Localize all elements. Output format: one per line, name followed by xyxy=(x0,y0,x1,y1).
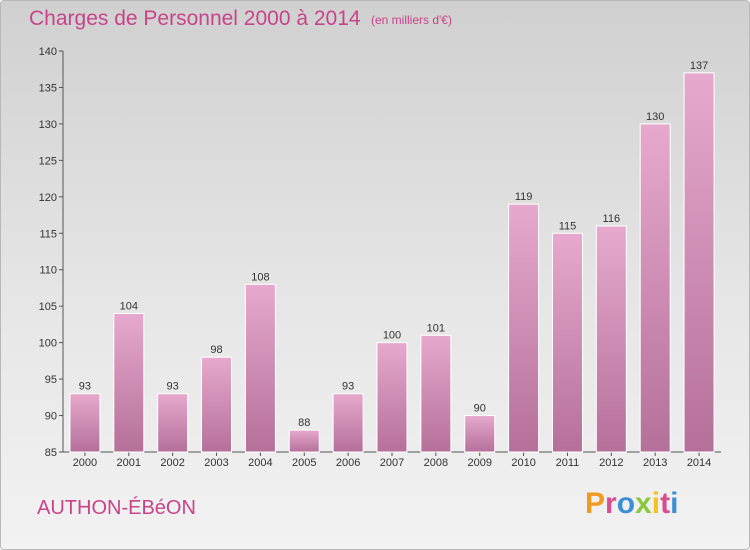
x-tick-label: 2004 xyxy=(248,457,272,469)
x-tick-label: 2003 xyxy=(204,457,228,469)
y-tick-label: 100 xyxy=(39,338,57,350)
proxiti-logo[interactable]: Proxiti xyxy=(585,487,678,521)
data-labels: 93 104 93 98 108 88 93 100 101 90 119 115 116 130 137 xyxy=(79,60,708,429)
bar-2010 xyxy=(508,203,540,453)
x-tick-label: 2002 xyxy=(160,457,184,469)
bar-2001 xyxy=(113,312,145,453)
data-label-2003: 98 xyxy=(210,344,222,356)
x-tick-label: 2009 xyxy=(467,457,491,469)
y-tick-label: 95 xyxy=(45,374,57,386)
y-tick-label: 125 xyxy=(39,155,57,167)
x-tick-label: 2010 xyxy=(511,457,535,469)
data-label-2011: 115 xyxy=(559,220,577,232)
bar-2011 xyxy=(551,232,583,453)
x-axis: 2000 2001 2002 2003 2004 2005 2006 2007 2008 2009… xyxy=(63,451,721,469)
bar-2007 xyxy=(376,342,408,453)
data-label-2010: 119 xyxy=(515,191,533,203)
data-label-2014: 137 xyxy=(690,60,708,72)
bar-2002 xyxy=(157,393,189,453)
data-label-2006: 93 xyxy=(342,381,354,393)
data-label-2007: 100 xyxy=(383,330,401,342)
bar-2014 xyxy=(683,72,715,453)
chart-title: Charges de Personnel 2000 à 2014 xyxy=(29,7,361,30)
bar-2012 xyxy=(595,225,627,453)
x-tick-label: 2001 xyxy=(117,457,141,469)
bar-2000 xyxy=(69,393,101,453)
x-tick-label: 2013 xyxy=(643,457,667,469)
bar-2008 xyxy=(420,334,452,453)
x-tick-label: 2014 xyxy=(687,457,711,469)
x-tick-label: 2011 xyxy=(556,457,580,469)
x-tick-label: 2012 xyxy=(599,457,623,469)
y-tick-label: 140 xyxy=(39,46,57,58)
x-tick-label: 2008 xyxy=(424,457,448,469)
y-tick-label: 85 xyxy=(45,447,57,459)
bar-2006 xyxy=(332,393,364,453)
y-tick-label: 115 xyxy=(39,228,57,240)
bar-2005 xyxy=(288,429,320,453)
y-tick-label: 90 xyxy=(45,411,57,423)
logo-letter: i xyxy=(651,487,661,520)
x-tick-label: 2007 xyxy=(380,457,404,469)
data-label-2012: 116 xyxy=(603,213,621,225)
logo-letter: o xyxy=(616,487,636,520)
bar-2009 xyxy=(464,415,496,453)
data-label-2004: 108 xyxy=(251,271,269,283)
logo-letter: i xyxy=(670,487,679,520)
data-label-2005: 88 xyxy=(298,417,310,429)
bar-2013 xyxy=(639,123,671,453)
y-axis: 85 90 95 100 105 110 115 120 125 130 135 140 xyxy=(39,46,64,459)
logo-letter: t xyxy=(660,487,671,520)
y-tick-label: 135 xyxy=(39,82,57,94)
data-label-2001: 104 xyxy=(120,300,138,312)
data-label-2000: 93 xyxy=(79,381,91,393)
chart-subtitle: (en milliers d'€) xyxy=(371,13,452,27)
logo-letter: x xyxy=(635,487,652,520)
x-tick-label: 2005 xyxy=(292,457,316,469)
y-tick-label: 120 xyxy=(39,192,57,204)
y-tick-label: 110 xyxy=(39,265,57,277)
y-tick-label: 105 xyxy=(39,301,57,313)
data-label-2013: 130 xyxy=(646,111,664,123)
commune-name: AUTHON-ÉBéON xyxy=(37,497,196,519)
logo-letter: P xyxy=(585,487,606,520)
x-tick-label: 2006 xyxy=(336,457,360,469)
data-label-2002: 93 xyxy=(167,381,179,393)
data-label-2009: 90 xyxy=(474,403,486,415)
bars xyxy=(69,72,715,453)
data-label-2008: 101 xyxy=(427,322,445,334)
y-tick-label: 130 xyxy=(39,119,57,131)
logo-letter: r xyxy=(605,487,617,520)
bar-2004 xyxy=(244,283,276,453)
bar-2003 xyxy=(201,356,233,453)
x-tick-label: 2000 xyxy=(73,457,97,469)
